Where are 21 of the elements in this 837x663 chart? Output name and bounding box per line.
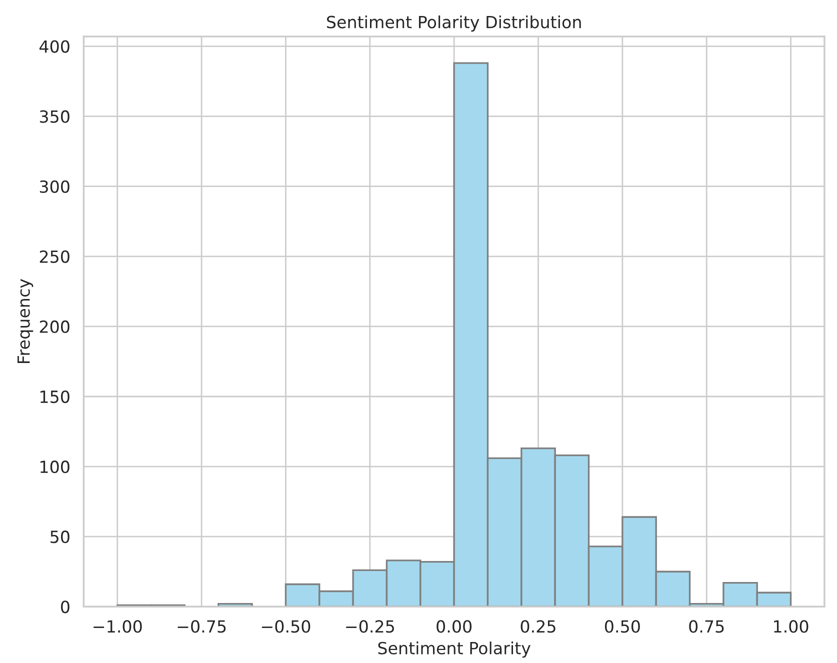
x-tick-label: 0.75 <box>689 620 724 633</box>
y-tick-label: 200 <box>40 320 70 334</box>
x-tick-label: −1.00 <box>94 620 142 633</box>
y-tick-label: 50 <box>50 530 70 544</box>
y-tick-label: 0 <box>61 600 70 614</box>
y-tick-label: 150 <box>40 390 70 404</box>
y-tick-label: 250 <box>40 250 70 263</box>
y-tick-label: 300 <box>40 180 70 193</box>
x-tick-label: −0.75 <box>178 620 226 633</box>
x-tick-label: −0.25 <box>346 620 394 633</box>
y-tick-label: 100 <box>40 460 70 474</box>
x-tick-label: 0.25 <box>520 620 556 633</box>
x-tick-label: 0.50 <box>604 620 640 633</box>
x-axis-title: Sentiment Polarity <box>378 642 530 658</box>
y-tick-label: 350 <box>40 110 70 123</box>
chart-title: Sentiment Polarity Distribution <box>327 15 581 32</box>
x-tick-label: 0.00 <box>436 620 472 633</box>
x-tick-label: −0.50 <box>262 620 310 633</box>
y-axis-title: Frequency <box>18 279 34 363</box>
x-tick-label: 1.00 <box>774 620 808 633</box>
y-tick-label: 400 <box>40 40 70 53</box>
